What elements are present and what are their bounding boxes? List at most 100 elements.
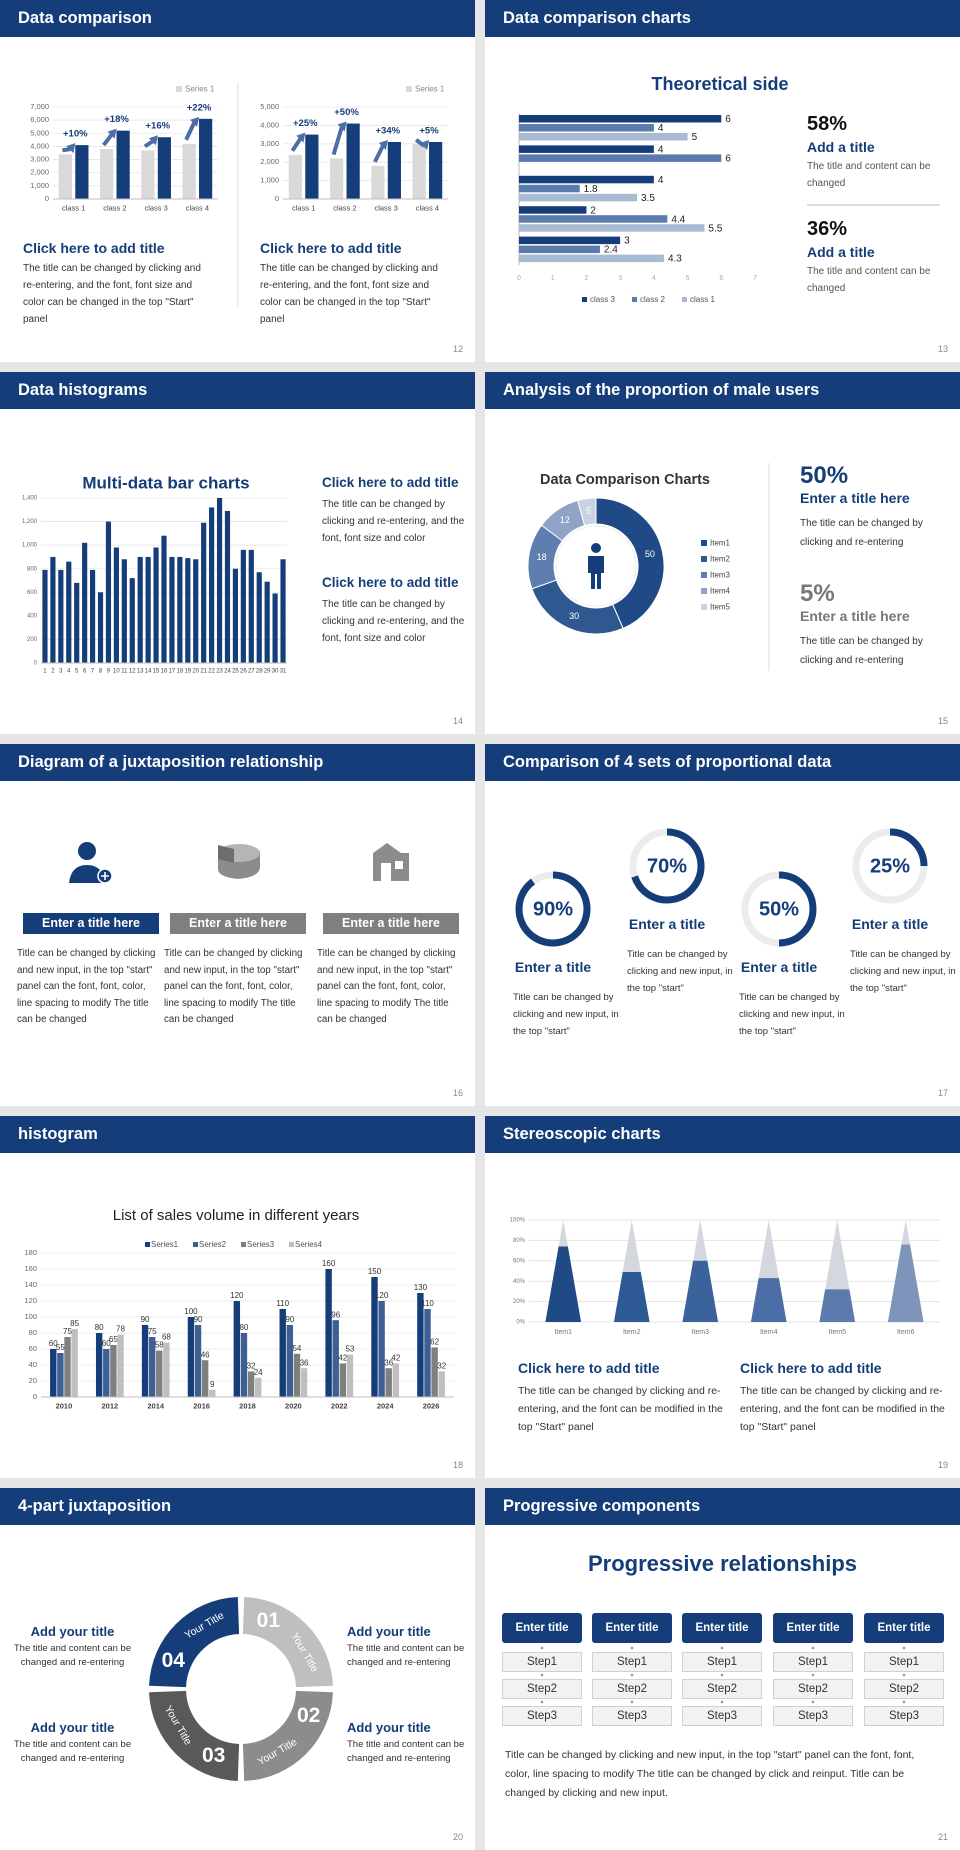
- page-number: 20: [452, 1832, 463, 1842]
- x-tick-label: 16: [161, 669, 168, 675]
- x-tick-label: 2: [584, 275, 588, 282]
- slide-graphics: 90% 70% 50% 25%: [515, 828, 928, 947]
- bar: [429, 141, 443, 199]
- growth-label: +34%: [375, 125, 400, 136]
- slide: 90% 70% 50% 25% Comparison of 4 sets of prop…: [485, 744, 960, 1106]
- ring-arc: [889, 828, 928, 867]
- trend-arrow-head: [378, 139, 388, 150]
- data-label: 6: [725, 154, 731, 165]
- bar: [240, 549, 246, 663]
- ring-arc: [631, 828, 705, 904]
- data-label: 4: [658, 145, 664, 156]
- block-heading: Click here to add title: [322, 475, 459, 490]
- legend-label: Series1: [151, 1240, 179, 1249]
- data-label: 100: [184, 1307, 198, 1316]
- trend-arrow: [184, 121, 196, 141]
- bar: [71, 1329, 78, 1397]
- x-tick-label: 2024: [377, 1401, 395, 1410]
- data-label: 55: [56, 1343, 65, 1352]
- stat-value: 50%: [800, 462, 849, 489]
- x-tick-label: Item3: [691, 1329, 709, 1336]
- growth-label: +22%: [187, 102, 212, 113]
- slide: 01 Your Title 02 Your Title 03 Your Title 04 Yo…: [0, 1488, 475, 1850]
- y-tick-label: 0: [45, 194, 49, 203]
- segment-number: 03: [202, 1744, 225, 1767]
- bar: [264, 581, 270, 663]
- x-tick-label: 6: [719, 275, 723, 282]
- step-box: Step2: [682, 1679, 762, 1699]
- slide-header: Data comparison: [0, 0, 475, 37]
- icon: [218, 845, 234, 863]
- stat-heading: Enter a title here: [800, 608, 910, 624]
- stat-value: 36%: [807, 218, 848, 240]
- trend-arrow-head: [296, 132, 306, 143]
- trend-arrow: [331, 126, 344, 156]
- cone-fill: [613, 1272, 650, 1322]
- bar: [247, 1371, 255, 1397]
- bar: [438, 1371, 445, 1397]
- x-tick-label: 1: [551, 275, 555, 282]
- page-number: 19: [937, 1460, 948, 1470]
- y-tick-label: 1,200: [22, 519, 38, 525]
- step-box: Step3: [502, 1706, 582, 1726]
- x-tick-label: 11: [121, 669, 128, 675]
- title-button: Enter title: [682, 1613, 762, 1643]
- growth-label: +5%: [419, 125, 439, 136]
- bar: [199, 118, 213, 199]
- bar: [519, 206, 587, 214]
- column-heading: Enter a title: [514, 959, 592, 975]
- bar: [193, 559, 199, 663]
- y-tick-label: 0: [33, 1392, 37, 1401]
- data-label: 62: [430, 1338, 439, 1347]
- slide: Progressive components 21 Progressive rela…: [485, 1488, 960, 1850]
- data-label: 160: [322, 1259, 336, 1268]
- donut-segment: [595, 497, 665, 630]
- bar: [254, 1377, 262, 1397]
- connector-dot: [540, 1646, 544, 1650]
- bar: [431, 1347, 438, 1397]
- page-number: 12: [452, 344, 463, 354]
- stat-text: The title can be changed by clicking and…: [800, 636, 923, 666]
- bar: [161, 535, 167, 663]
- trend-arrow-head: [420, 139, 430, 150]
- block-heading: Click here to add title: [322, 575, 459, 590]
- data-label: 36: [384, 1358, 393, 1367]
- bar: [346, 1354, 354, 1397]
- x-tick-label: 8: [99, 669, 103, 675]
- bar: [519, 254, 664, 263]
- legend-label: Item5: [710, 603, 731, 612]
- bar: [519, 175, 654, 184]
- data-label: 5: [692, 132, 698, 143]
- x-tick-label: 19: [184, 669, 191, 675]
- item-text: The title and content can be changed and…: [347, 1739, 465, 1764]
- item-heading: Add your title: [30, 1624, 115, 1639]
- data-label: 4: [658, 175, 664, 186]
- data-label: 120: [230, 1291, 244, 1300]
- slide: Data Comparison Charts 50 Item1 30 Item2 18 It…: [485, 372, 960, 734]
- data-label: 5: [586, 506, 591, 516]
- slide-header: 4-part juxtaposition: [0, 1488, 475, 1525]
- bar: [182, 143, 196, 199]
- x-tick-label: 27: [248, 669, 255, 675]
- ring-segment: [149, 1690, 240, 1781]
- connector-dot: [811, 1646, 815, 1650]
- icon: [101, 872, 109, 880]
- bar: [113, 547, 119, 663]
- x-tick-label: 2012: [101, 1401, 118, 1410]
- bar: [519, 236, 621, 245]
- bar: [187, 1317, 195, 1397]
- bar: [157, 137, 171, 199]
- data-label: 46: [201, 1350, 210, 1359]
- growth-label: +50%: [334, 107, 359, 118]
- slide-header: histogram: [0, 1116, 475, 1153]
- bar: [519, 133, 688, 141]
- legend-label: Item4: [710, 587, 731, 596]
- bar: [141, 1325, 149, 1397]
- bar: [42, 569, 48, 663]
- step-box: Step2: [592, 1679, 672, 1699]
- trend-arrow: [62, 147, 71, 153]
- slide: 0 1,000 2,000 3,000 4,000 5,000 6,000 7,000 clas…: [0, 0, 475, 362]
- y-tick-label: 60%: [513, 1258, 526, 1264]
- y-tick-label: 2,000: [260, 157, 279, 166]
- x-tick-label: 23: [216, 669, 223, 675]
